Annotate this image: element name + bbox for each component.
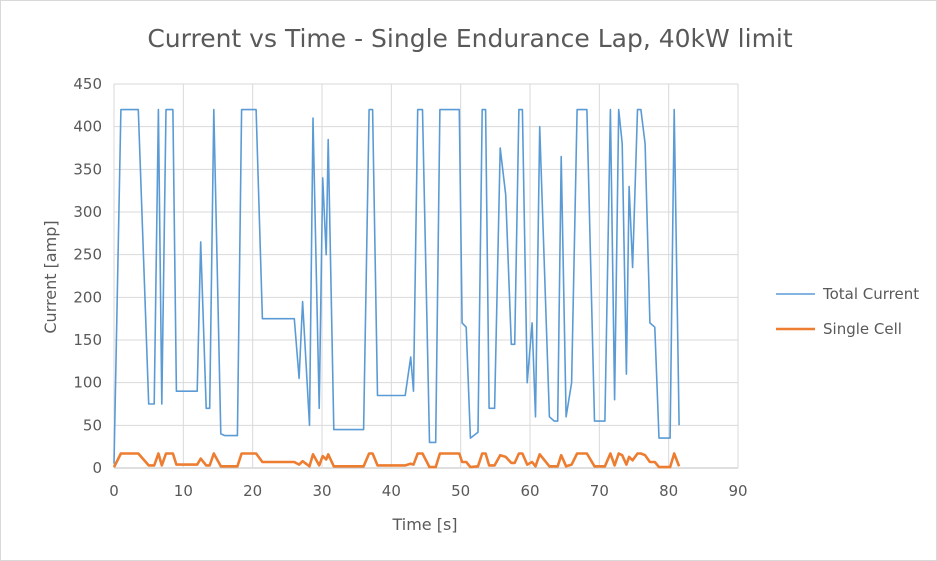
x-tick-label: 0 [109,482,119,500]
x-tick-label: 90 [728,482,747,500]
x-tick-label: 40 [382,482,401,500]
y-tick-label: 0 [92,459,102,477]
y-tick-label: 350 [73,160,102,178]
gridlines [113,83,739,469]
x-tick-label: 20 [243,482,262,500]
x-tick-labels: 0 10 20 30 40 50 60 70 80 90 [109,482,747,500]
series-line-total-current [113,108,680,464]
y-tick-labels: 0 50 100 150 200 250 300 350 400 450 [73,75,102,477]
y-tick-label: 50 [83,416,102,434]
y-tick-label: 300 [73,203,102,221]
x-axis-title: Time [s] [391,515,457,534]
y-tick-label: 250 [73,246,102,264]
x-tick-label: 30 [312,482,331,500]
x-tick-label: 70 [590,482,609,500]
x-tick-label: 50 [451,482,470,500]
x-tick-label: 60 [520,482,539,500]
y-axis-title: Current [amp] [41,220,60,333]
y-tick-label: 100 [73,374,102,392]
y-tick-label: 200 [73,288,102,306]
legend: Total Current Single Cell [776,285,919,338]
series-line-single-cell [112,452,681,469]
series-lines [112,108,681,469]
x-tick-label: 10 [174,482,193,500]
chart-title: Current vs Time - Single Endurance Lap, … [147,24,793,53]
legend-label: Single Cell [823,320,902,338]
y-tick-label: 150 [73,331,102,349]
legend-label: Total Current [822,285,919,303]
x-tick-label: 80 [659,482,678,500]
y-tick-label: 450 [73,75,102,93]
y-tick-label: 400 [73,118,102,136]
